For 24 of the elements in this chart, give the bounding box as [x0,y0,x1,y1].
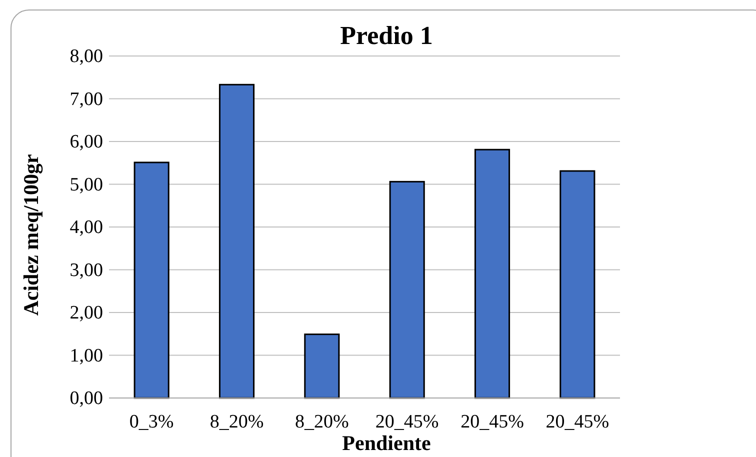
x-tick-label: 20_45% [460,411,524,432]
x-tick-label: 20_45% [375,411,439,432]
x-tick-label: 20_45% [546,411,610,432]
x-axis-title: Pendiente [342,431,431,455]
y-tick-label: 6,00 [70,132,103,153]
y-axis-title: Acidez meq/100gr [19,154,43,316]
bar [474,148,510,399]
y-tick-label: 8,00 [70,46,103,68]
x-tick-label: 8_20% [210,411,264,432]
y-tick-label: 4,00 [70,217,103,238]
y-tick-label: 5,00 [70,174,103,196]
y-tick-label: 1,00 [70,345,103,366]
y-tick-label: 7,00 [70,88,103,110]
bar [389,180,425,399]
y-tick-label: 0,00 [70,388,103,410]
bar [134,162,170,399]
chart-title: Predio 1 [340,21,433,50]
bar [218,84,255,399]
bar [560,170,596,399]
bar [304,334,340,399]
x-tick-label: 8_20% [295,411,350,432]
y-tick-label: 2,00 [70,302,103,324]
y-tick-label: 3,00 [70,260,103,281]
x-tick-label: 0_3% [129,411,174,432]
